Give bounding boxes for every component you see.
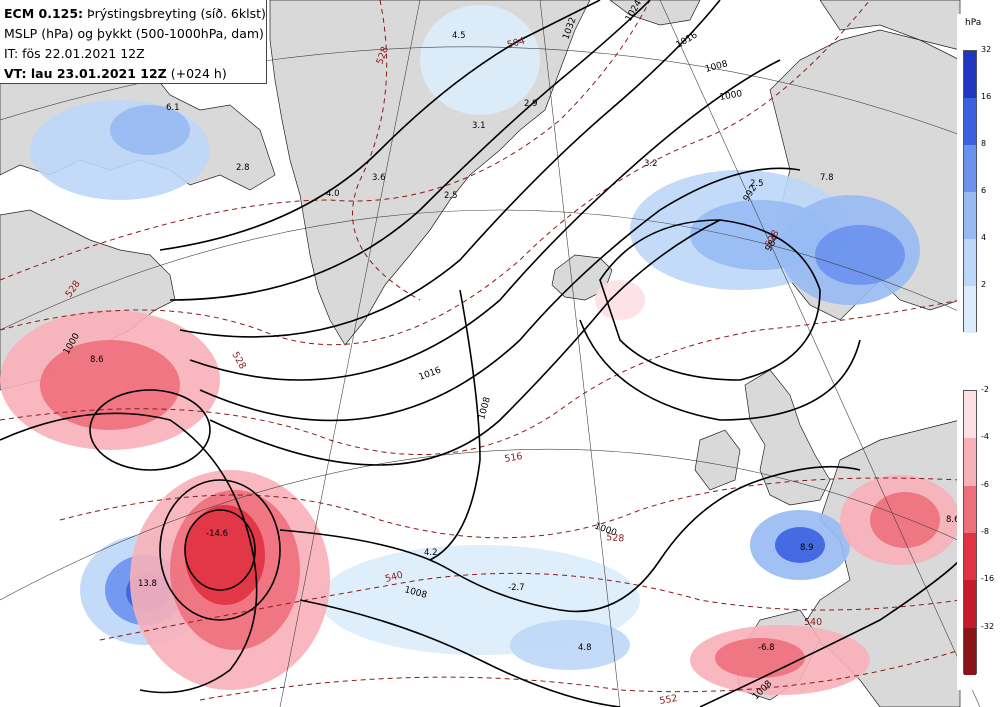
pressure-change-label: 8.9 — [800, 543, 814, 553]
pressure-change-label: 2.8 — [236, 163, 250, 173]
rise-swatch — [964, 192, 976, 239]
thickness-label: 540 — [804, 617, 822, 628]
thickness-label: 528 — [606, 532, 625, 545]
fall-tick: -4 — [981, 432, 989, 442]
rise-swatch — [964, 286, 976, 333]
pressure-change-label: 4.8 — [578, 643, 592, 653]
land-svalbard — [609, 0, 701, 26]
forecast-offset: (+024 h) — [170, 66, 227, 81]
thickness-label: 516 — [504, 451, 524, 465]
rise-tick: 8 — [981, 139, 987, 148]
color-legend: hPa 32 16 8 6 4 2 -2 -4 -6 -8 -16 -32 — [957, 14, 1000, 690]
land-great-britain — [744, 369, 831, 506]
fall-swatch — [964, 438, 976, 486]
pressure-change-label: 4.5 — [452, 31, 466, 41]
pressure-change-label: 2.5 — [750, 179, 764, 189]
pressure-change-label: 7.8 — [820, 173, 834, 183]
isobar-label: 1000 — [719, 89, 744, 103]
pressure-change-labels: 6.1 2.8 4.5 2.9 3.1 3.6 2.5 4.0 3.2 2.5 … — [90, 31, 960, 653]
pressure-change-label: 3.2 — [644, 159, 658, 169]
pressure-change-label: 4.0 — [326, 189, 340, 199]
fall-tick: -8 — [981, 527, 989, 536]
land-ireland — [694, 429, 741, 491]
pressure-change-label: 13.8 — [138, 579, 157, 589]
valid-time: VT: lau 23.01.2021 12Z — [4, 66, 167, 81]
rise-swatch — [964, 98, 976, 145]
rise-swatch — [964, 51, 976, 98]
legend-unit: hPa — [965, 18, 982, 28]
fall-swatch — [964, 627, 976, 675]
thickness-contours — [0, 0, 961, 701]
pressure-change-label: 4.2 — [424, 548, 438, 558]
pressure-change-label: 2.5 — [444, 191, 458, 201]
fall-tick: -32 — [981, 621, 995, 631]
pressure-change-label: 6.1 — [166, 103, 180, 113]
rise-tick: 4 — [981, 233, 987, 242]
rise-colorbar — [963, 50, 977, 333]
pressure-change-label: -14.6 — [206, 529, 228, 539]
land-russia — [819, 0, 961, 51]
initial-time: IT: fös 22.01.2021 12Z — [4, 46, 145, 61]
rise-tick: 2 — [981, 280, 987, 289]
thickness-label: 540 — [384, 570, 404, 585]
rise-swatch — [964, 239, 976, 286]
fields-description: MSLP (hPa) og þykkt (500-1000hPa, dam) — [4, 26, 264, 41]
valid-time-line: VT: lau 23.01.2021 12Z (+024 h) — [4, 64, 266, 84]
fall-tick: -16 — [981, 574, 995, 584]
map-title: Þrýstingsbreyting (síð. 6klst) — [87, 6, 266, 21]
fall-swatch — [964, 391, 976, 439]
pressure-change-label: 8.6 — [90, 355, 104, 365]
pressure-fall-areas — [0, 280, 960, 695]
thickness-label: 504 — [506, 36, 526, 51]
fall-swatch — [964, 580, 976, 628]
isobars — [0, 0, 961, 707]
pressure-change-label: 3.1 — [472, 121, 486, 131]
model-name: ECM 0.125: — [4, 6, 84, 21]
fall-tick: -6 — [981, 479, 989, 489]
fall-tick: -2 — [981, 385, 989, 394]
pressure-change-label: -2.7 — [508, 583, 525, 593]
pressure-change-label: 8.6 — [946, 515, 960, 525]
rise-swatch — [964, 145, 976, 192]
rise-tick: 16 — [981, 92, 992, 101]
thickness-label: 552 — [659, 693, 679, 707]
pressure-change-label: 3.6 — [372, 173, 386, 183]
fall-swatch — [964, 485, 976, 533]
rise-tick: 32 — [981, 45, 992, 54]
pressure-change-label: -6.8 — [758, 643, 775, 653]
fall-colorbar — [963, 390, 977, 675]
pressure-change-label: 2.9 — [524, 99, 538, 109]
rise-tick: 6 — [981, 186, 987, 195]
map-info-box: ECM 0.125: Þrýstingsbreyting (síð. 6klst… — [0, 0, 267, 84]
fall-swatch — [964, 532, 976, 581]
title-line: ECM 0.125: Þrýstingsbreyting (síð. 6klst… — [4, 4, 266, 24]
